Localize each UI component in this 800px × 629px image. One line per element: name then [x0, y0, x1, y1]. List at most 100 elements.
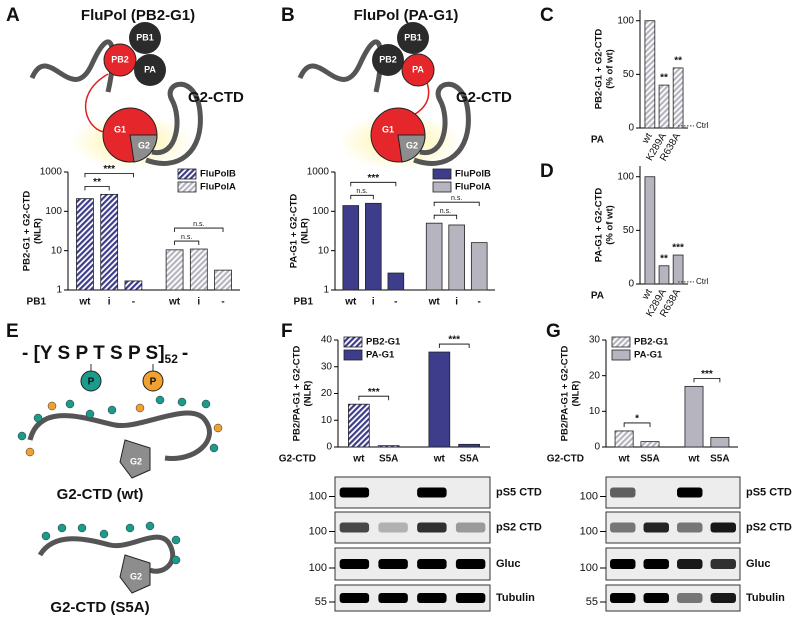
panel-letter: F — [281, 321, 293, 342]
significance-bracket — [433, 201, 480, 207]
bar — [644, 20, 656, 129]
x-axis-label: G2-CTD — [279, 454, 316, 465]
significance: *** — [701, 369, 713, 380]
sequence-tail: - — [182, 343, 188, 364]
significance-bracket — [84, 172, 134, 178]
y-tick-label: 30 — [321, 361, 333, 372]
legend-label: FluPolA — [455, 182, 491, 193]
y-axis-label: PA-G1 + G2-CTD — [594, 188, 605, 263]
x-tick-label: wt — [640, 131, 655, 146]
bar — [76, 198, 94, 291]
blot-band — [610, 487, 636, 498]
blot-label: pS5 CTD — [496, 486, 542, 498]
x-axis-label: PA — [591, 291, 604, 302]
blot-band — [677, 487, 703, 498]
y-tick-label: 1000 — [40, 167, 63, 178]
significance: n.s. — [451, 195, 462, 202]
blot-band — [643, 559, 669, 569]
lollipop — [41, 531, 51, 541]
blot-band — [710, 593, 736, 603]
y-axis-label: (% of wt) — [605, 205, 616, 245]
significance: n.s. — [440, 208, 451, 215]
phospho-label: P — [150, 377, 157, 388]
lollipop — [77, 523, 87, 533]
x-tick-label: wt — [78, 297, 91, 308]
y-tick-label: 0 — [594, 442, 600, 453]
ctd-strand — [29, 39, 116, 93]
blot-label: pS2 CTD — [746, 521, 792, 533]
significance: * — [635, 414, 639, 425]
lollipop — [213, 423, 223, 433]
lollipop — [107, 405, 117, 415]
x-tick-label: i — [455, 297, 458, 308]
mw-label: 100 — [309, 525, 327, 537]
x-tick-label: wt — [168, 297, 181, 308]
phospho-site — [80, 370, 102, 392]
significance: *** — [367, 173, 379, 184]
panel-letter: G — [546, 321, 561, 342]
significance: ** — [660, 73, 668, 84]
domain-label: G2 — [130, 571, 142, 581]
significance: n.s. — [181, 234, 192, 241]
blot-band — [378, 559, 408, 569]
blot-label: Gluc — [496, 558, 520, 570]
legend-swatch — [177, 168, 197, 180]
subunit-label: PA — [412, 64, 424, 74]
bar — [165, 249, 184, 291]
subunit — [134, 54, 166, 86]
lollipop — [125, 523, 135, 533]
blot-band — [378, 593, 408, 603]
significance-bracket — [350, 194, 374, 200]
subunit-label: PB2 — [111, 54, 129, 64]
polymerase-diagram: FluPol (PB2-G1) PB1 PB2 PA G1 G2 G2-CTD — [29, 7, 244, 170]
lollipop — [85, 409, 95, 419]
ctd-strand — [413, 81, 471, 166]
y-tick-label: 20 — [589, 370, 601, 381]
legend-label: FluPolB — [455, 169, 491, 180]
blot-band — [455, 593, 486, 603]
y-tick-label: 1 — [323, 285, 329, 296]
mw-label: 100 — [580, 490, 598, 502]
y-tick-label: 0 — [628, 123, 634, 134]
bar — [640, 441, 660, 448]
ctd-strand — [297, 39, 384, 93]
blot-band — [710, 522, 736, 533]
subunit — [129, 22, 161, 54]
blot-band — [339, 522, 370, 533]
blot-band — [339, 559, 370, 569]
x-tick-label: wt — [618, 454, 631, 465]
y-tick-label: 50 — [623, 225, 635, 236]
legend-swatch — [611, 336, 631, 348]
legend-label: PA-G1 — [366, 350, 395, 361]
mw-label: 100 — [309, 562, 327, 574]
blot-band — [677, 593, 703, 603]
x-tick-label: - — [478, 297, 481, 308]
significance-bracket — [358, 395, 390, 401]
significance: ** — [660, 253, 668, 264]
panel-letter: D — [540, 161, 554, 182]
y-axis-label: PB2-G1 + G2-CTD — [22, 191, 33, 272]
y-axis-label: PA-G1 + G2-CTD — [289, 194, 300, 269]
domain — [129, 134, 158, 163]
bar — [672, 254, 684, 285]
y-axis-label: PB2/PA-G1 + G2-CTD — [292, 346, 303, 442]
bar — [470, 242, 488, 291]
subunit-label: PB1 — [404, 32, 422, 42]
linker — [84, 73, 109, 133]
legend-swatch — [611, 349, 631, 361]
lollipop — [135, 403, 145, 413]
ctd-strand — [27, 410, 212, 461]
x-tick-label: - — [221, 297, 224, 308]
legend-swatch — [432, 168, 452, 180]
y-axis-label: (NLR) — [33, 218, 44, 244]
x-tick-label: wt — [687, 454, 700, 465]
bar — [214, 269, 232, 291]
y-axis-label: PB2/PA-G1 + G2-CTD — [560, 346, 571, 442]
bar — [425, 222, 443, 291]
bar — [189, 248, 208, 291]
subunit — [372, 44, 404, 76]
y-tick-label: 0 — [628, 279, 634, 290]
significance: n.s. — [193, 221, 204, 228]
mw-label: 100 — [580, 562, 598, 574]
